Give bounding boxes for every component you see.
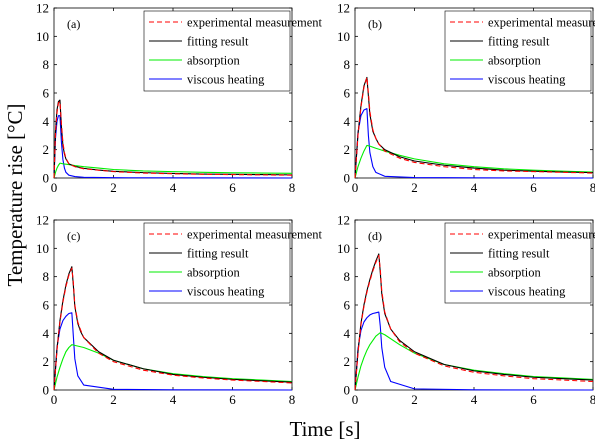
x-tick-label: 2 bbox=[411, 180, 418, 195]
x-tick-label: 6 bbox=[229, 180, 236, 195]
y-tick-label: 0 bbox=[344, 383, 351, 398]
legend-box bbox=[444, 10, 592, 92]
x-axis-label: Time [s] bbox=[290, 417, 361, 441]
y-axis-label: Temperature rise [°C] bbox=[3, 103, 27, 286]
x-tick-label: 4 bbox=[170, 392, 177, 407]
y-tick-label: 8 bbox=[43, 269, 50, 284]
y-tick-label: 10 bbox=[337, 241, 350, 256]
y-tick-label: 12 bbox=[337, 213, 350, 228]
x-tick-label: 0 bbox=[51, 180, 58, 195]
legend-label-viscous-heating: viscous heating bbox=[187, 73, 265, 87]
legend-label-fitting-result: fitting result bbox=[187, 247, 249, 261]
y-tick-label: 0 bbox=[43, 383, 50, 398]
series-line-viscous-heating bbox=[354, 311, 594, 391]
y-tick-label: 4 bbox=[43, 114, 50, 129]
y-tick-label: 2 bbox=[43, 142, 50, 157]
y-tick-label: 8 bbox=[344, 269, 351, 284]
y-tick-label: 4 bbox=[43, 326, 50, 341]
series-line-experimental-measurement bbox=[53, 100, 293, 179]
y-tick-label: 12 bbox=[36, 1, 49, 16]
y-tick-label: 10 bbox=[36, 29, 49, 44]
legend-box bbox=[143, 222, 291, 304]
x-tick-label: 6 bbox=[229, 392, 236, 407]
legend: experimental measurement fitting result ab… bbox=[444, 222, 595, 304]
panel-b: 0 2 4 6 8 10 12 0 2 4 6 8 (b) experimental measuremen… bbox=[337, 1, 595, 196]
legend-label-viscous-heating: viscous heating bbox=[488, 285, 566, 299]
panel-d: 0 2 4 6 8 10 12 0 2 4 6 8 (d) experimental measuremen… bbox=[337, 213, 595, 408]
y-tick-label: 12 bbox=[36, 213, 49, 228]
y-tick-label: 6 bbox=[43, 86, 50, 101]
series-line-experimental-measurement bbox=[354, 76, 594, 179]
series-line-viscous-heating bbox=[354, 108, 594, 179]
y-tick-label: 8 bbox=[43, 57, 50, 72]
x-tick-label: 4 bbox=[471, 392, 478, 407]
panel-label: (d) bbox=[368, 229, 382, 243]
x-tick-label: 2 bbox=[411, 392, 418, 407]
series-line-experimental-measurement bbox=[354, 254, 594, 391]
legend-label-experimental-measurement: experimental measurement bbox=[488, 16, 595, 30]
x-tick-label: 2 bbox=[110, 180, 117, 195]
y-tick-label: 8 bbox=[344, 57, 351, 72]
legend-label-fitting-result: fitting result bbox=[488, 35, 550, 49]
y-tick-label: 2 bbox=[43, 354, 50, 369]
series-line-absorption bbox=[53, 162, 293, 179]
y-tick-label: 10 bbox=[337, 29, 350, 44]
y-tick-label: 2 bbox=[344, 354, 351, 369]
panel-label: (b) bbox=[368, 17, 382, 31]
legend-label-fitting-result: fitting result bbox=[187, 35, 249, 49]
y-tick-label: 6 bbox=[43, 298, 50, 313]
y-tick-label: 12 bbox=[337, 1, 350, 16]
x-tick-label: 0 bbox=[51, 392, 58, 407]
y-tick-label: 0 bbox=[43, 171, 50, 186]
legend-box bbox=[444, 222, 592, 304]
y-tick-label: 2 bbox=[344, 142, 351, 157]
series-line-absorption bbox=[354, 332, 594, 391]
legend-box bbox=[143, 10, 291, 92]
y-tick-label: 4 bbox=[344, 326, 351, 341]
x-tick-label: 8 bbox=[590, 392, 595, 407]
legend-label-experimental-measurement: experimental measurement bbox=[187, 16, 323, 30]
y-tick-label: 4 bbox=[344, 114, 351, 129]
legend-label-absorption: absorption bbox=[488, 54, 542, 68]
legend-label-fitting-result: fitting result bbox=[488, 247, 550, 261]
legend-label-experimental-measurement: experimental measurement bbox=[488, 228, 595, 242]
panel-c: 0 2 4 6 8 10 12 0 2 4 6 8 (c) experimental measuremen… bbox=[36, 213, 323, 408]
x-tick-label: 8 bbox=[590, 180, 595, 195]
x-tick-label: 6 bbox=[530, 180, 537, 195]
panel-a: 0 2 4 6 8 10 12 0 2 4 6 8 (a) experimental measuremen… bbox=[36, 1, 323, 196]
legend: experimental measurement fitting result ab… bbox=[143, 10, 323, 92]
series-line-experimental-measurement bbox=[53, 267, 293, 391]
legend-label-absorption: absorption bbox=[187, 54, 241, 68]
x-tick-label: 6 bbox=[530, 392, 537, 407]
legend-label-absorption: absorption bbox=[187, 266, 241, 280]
legend-label-viscous-heating: viscous heating bbox=[488, 73, 566, 87]
legend: experimental measurement fitting result ab… bbox=[444, 10, 595, 92]
series-line-viscous-heating bbox=[53, 115, 293, 179]
x-tick-label: 8 bbox=[289, 392, 296, 407]
y-tick-label: 6 bbox=[344, 298, 351, 313]
series-line-absorption bbox=[53, 344, 293, 391]
series-line-viscous-heating bbox=[53, 312, 293, 391]
y-tick-label: 6 bbox=[344, 86, 351, 101]
x-tick-label: 8 bbox=[289, 180, 296, 195]
y-tick-label: 0 bbox=[344, 171, 351, 186]
legend: experimental measurement fitting result ab… bbox=[143, 222, 323, 304]
y-tick-label: 10 bbox=[36, 241, 49, 256]
x-tick-label: 2 bbox=[110, 392, 117, 407]
x-tick-label: 4 bbox=[170, 180, 177, 195]
legend-label-experimental-measurement: experimental measurement bbox=[187, 228, 323, 242]
panels-group: 0 2 4 6 8 10 12 0 2 4 6 8 (a) experimental measuremen… bbox=[36, 1, 595, 408]
x-tick-label: 0 bbox=[352, 392, 359, 407]
x-tick-label: 0 bbox=[352, 180, 359, 195]
legend-label-absorption: absorption bbox=[488, 266, 542, 280]
panel-label: (a) bbox=[67, 17, 80, 31]
legend-label-viscous-heating: viscous heating bbox=[187, 285, 265, 299]
panel-label: (c) bbox=[67, 229, 80, 243]
x-tick-label: 4 bbox=[471, 180, 478, 195]
